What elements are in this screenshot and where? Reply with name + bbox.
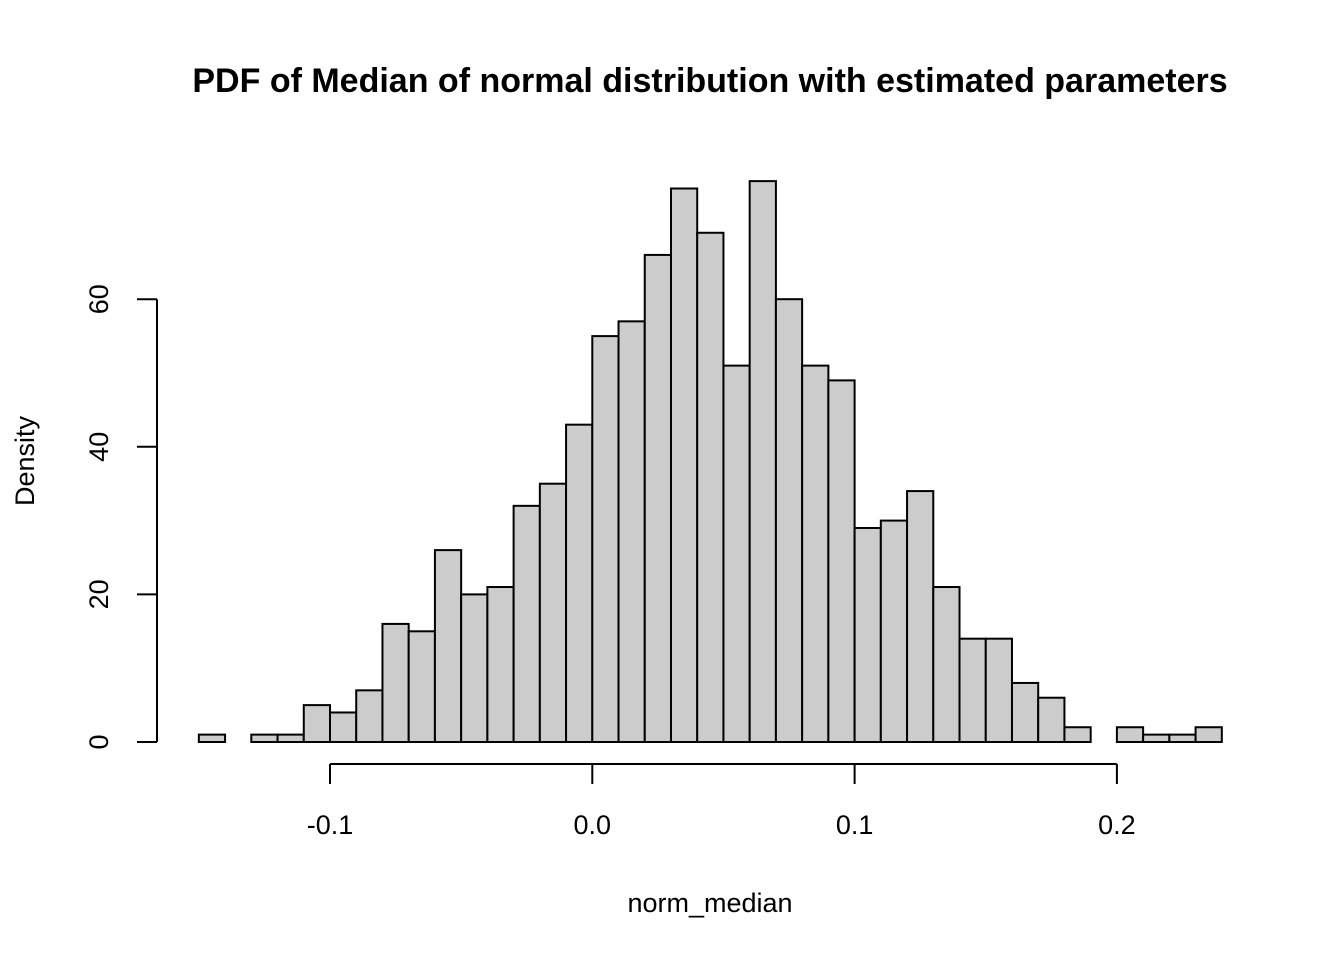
x-axis-label: norm_median [627,888,792,918]
histogram-bar [722,364,751,743]
histogram-bar [748,180,777,743]
histogram-bar [460,593,489,744]
histogram-bar [669,187,699,743]
histogram-bar [853,526,882,743]
histogram-bar [329,711,358,743]
y-tick-label: 60 [84,284,114,314]
y-tick-label: 40 [84,432,114,462]
histogram-bar [381,622,410,743]
histogram-bar [617,320,646,743]
y-tick-label: 0 [84,734,114,749]
y-axis-label: Density [10,415,40,506]
histogram-bar [302,704,331,743]
histogram-bar [643,253,672,743]
x-tick-label: 0.1 [836,810,874,840]
histogram-bar [827,379,856,743]
x-tick-label: -0.1 [307,810,354,840]
x-tick-label: 0.0 [574,810,612,840]
histogram-bar [958,637,987,743]
histogram-bar [197,733,227,743]
histogram-bar [355,689,384,744]
histogram-bar [565,423,594,743]
histogram-bar [486,586,515,744]
histogram-bar [906,490,935,743]
histogram-bar [1010,681,1040,744]
histogram-bar [774,298,804,743]
x-tick-label: 0.2 [1098,810,1136,840]
histogram-bar [879,519,909,743]
y-axis: 0 20 40 60 [84,284,158,750]
histogram-bar [1142,733,1171,743]
histogram-bar [1168,733,1197,743]
histogram-bar [512,504,541,743]
x-axis: -0.1 0.0 0.1 0.2 [307,763,1136,840]
histogram-bar [250,733,279,743]
histogram-bar [538,482,568,743]
histogram-bar [1115,726,1145,743]
histogram-bar [932,586,961,744]
histogram-bar [407,630,436,743]
histogram-bar [591,335,620,743]
histogram-bar [433,549,463,743]
histogram-bars [197,180,1223,744]
chart-title: PDF of Median of normal distribution wit… [192,62,1227,100]
histogram-bar [1063,726,1092,743]
histogram-bar [696,231,725,743]
y-tick-label: 20 [84,579,114,609]
histogram-bar [1037,696,1066,743]
histogram-bar [984,637,1013,743]
histogram-bar [276,733,305,743]
histogram-bar [1194,726,1223,743]
histogram-bar [801,364,830,743]
